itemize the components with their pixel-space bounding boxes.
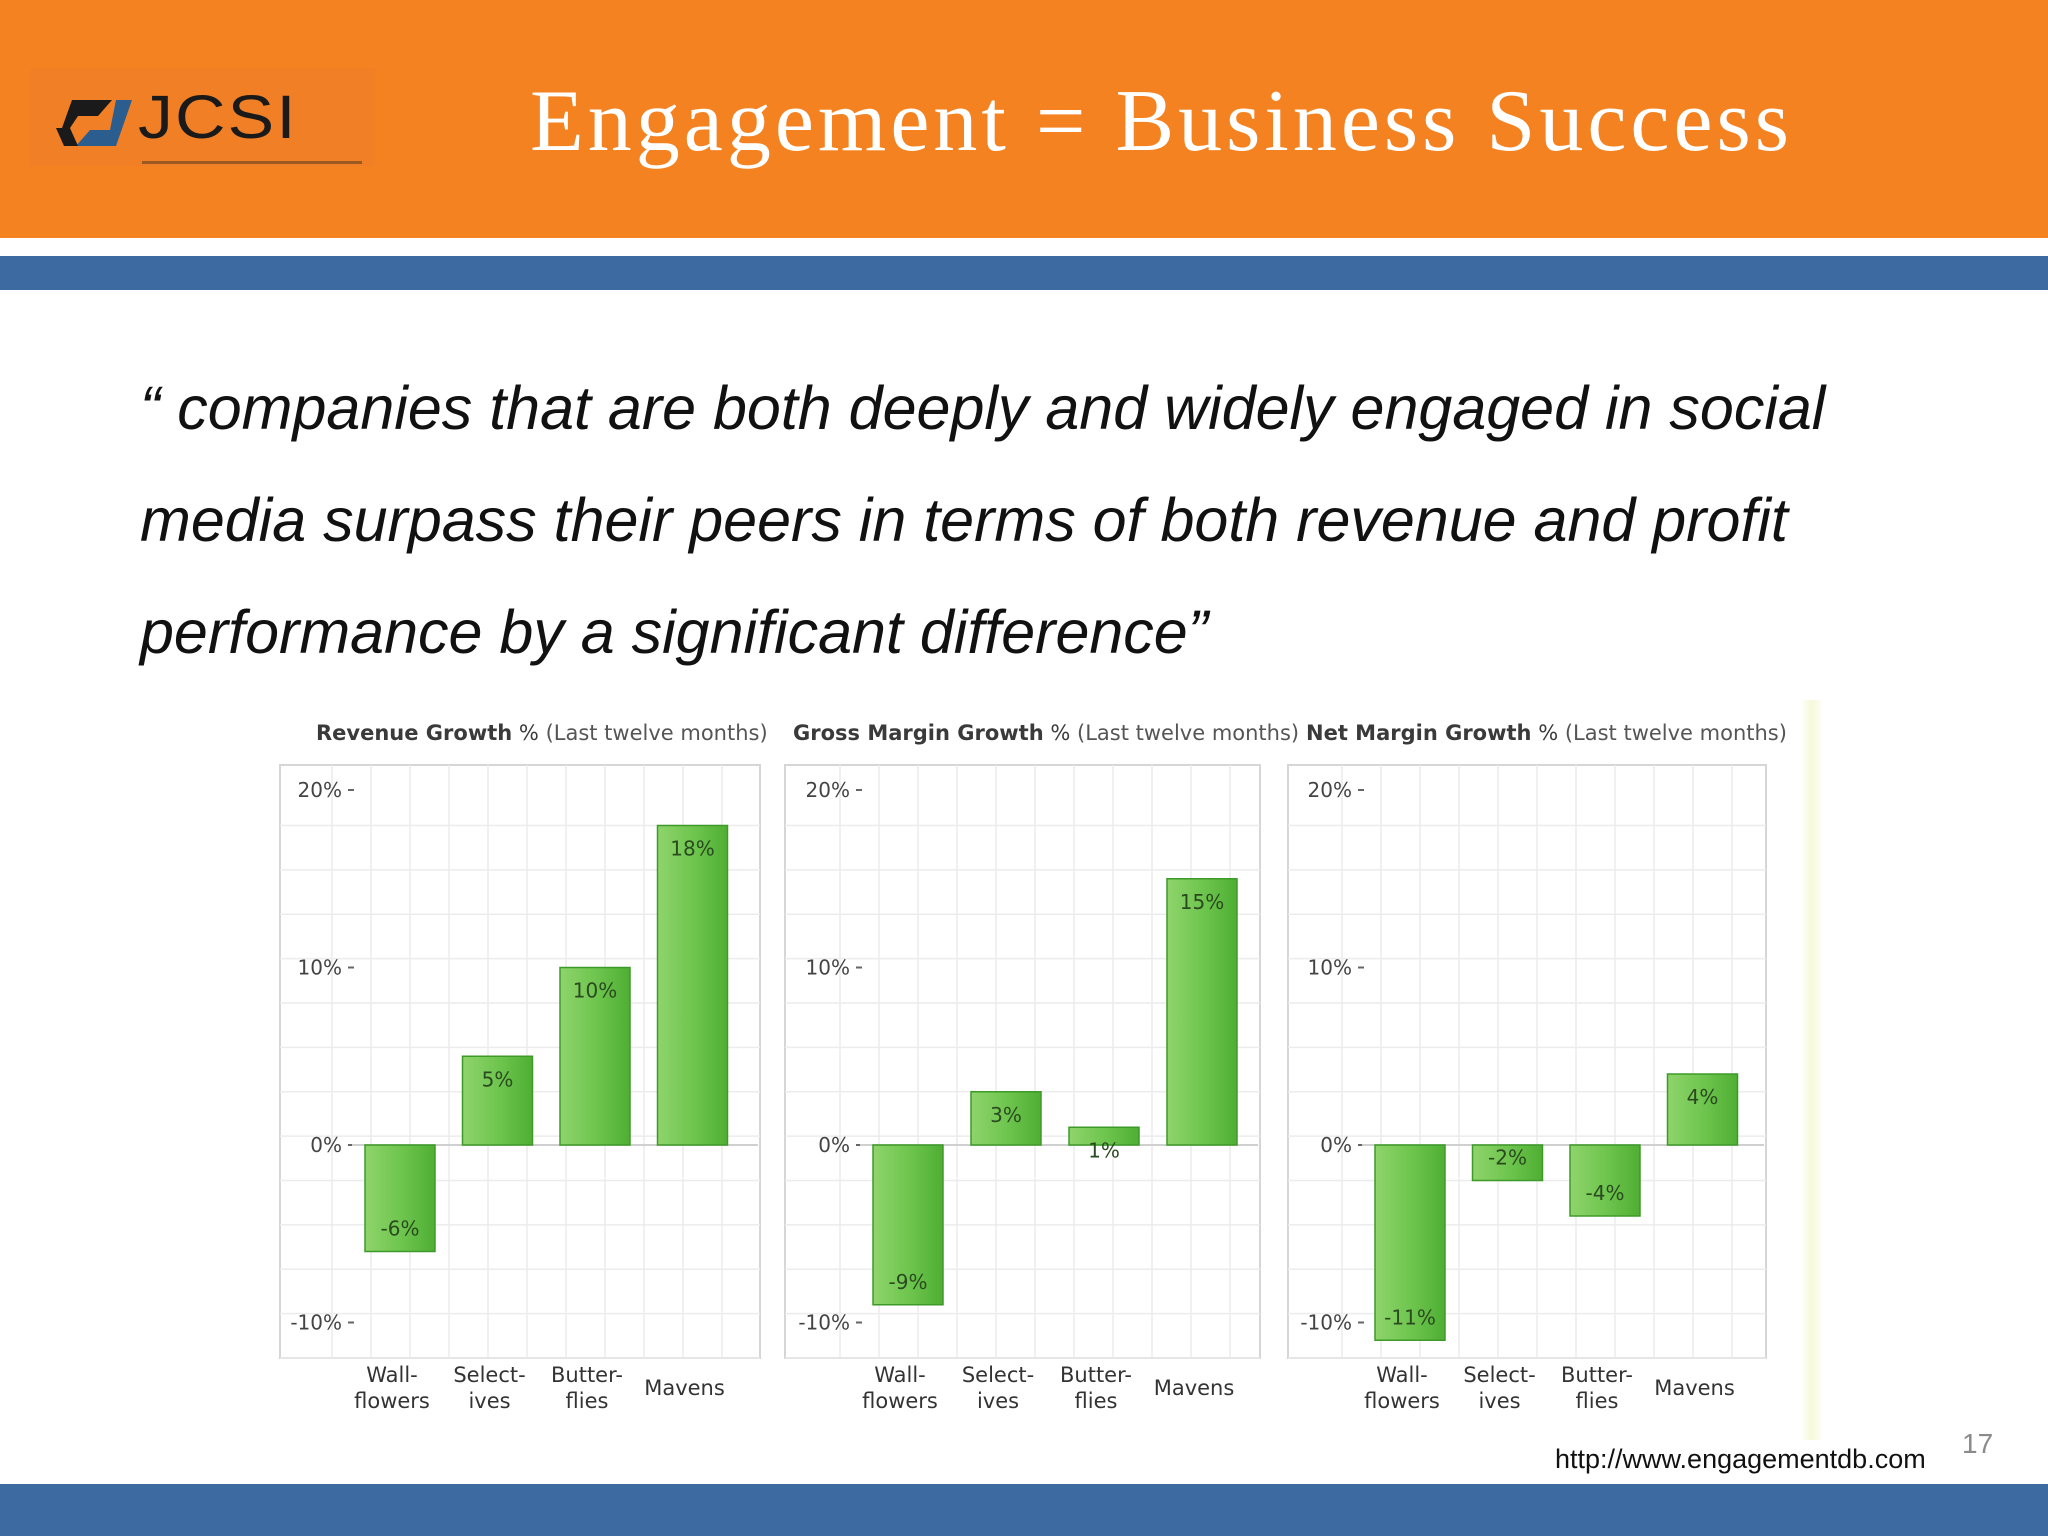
bar-value-label: 3%: [990, 1103, 1022, 1127]
category-label: flies: [1075, 1389, 1118, 1413]
category-label: Wall-: [1376, 1363, 1428, 1387]
category-label: ives: [977, 1389, 1019, 1413]
y-tick-label: 0%: [818, 1133, 850, 1157]
bar: [872, 1144, 944, 1306]
chart-title-span: (Last twelve months): [1077, 721, 1300, 745]
category-label: ives: [468, 1389, 510, 1413]
slide-header: JCSI Engagement = Business Success: [0, 0, 2048, 238]
bar-value-label: -6%: [381, 1217, 420, 1241]
y-tick-label: 20%: [806, 778, 850, 802]
chart-title-pct: %: [1050, 721, 1071, 745]
bar: [1068, 1126, 1140, 1146]
category-label: Wall-: [874, 1363, 926, 1387]
jcsi-logo-icon: [56, 100, 132, 146]
chart-title-pct: %: [1538, 721, 1559, 745]
bar: [656, 824, 729, 1146]
y-tick-label: 20%: [298, 778, 342, 802]
quote-line-1: “ companies that are both deeply and wid…: [140, 374, 1826, 442]
bar: [1471, 1144, 1544, 1182]
logo-text: JCSI: [138, 82, 298, 152]
chart-title-pct: %: [518, 721, 539, 745]
divider-band-bottom: [0, 1484, 2048, 1536]
source-link[interactable]: http://www.engagementdb.com: [1555, 1444, 1926, 1474]
bar-value-label: 1%: [1088, 1138, 1120, 1162]
quote-line-3: performance by a significant difference”: [140, 598, 1209, 666]
category-label: flies: [566, 1389, 609, 1413]
slide-title: Engagement = Business Success: [530, 73, 1794, 170]
category-label: Select-: [1463, 1363, 1535, 1387]
chart-plot-frame: [1287, 764, 1767, 1359]
chart-title-bold: Gross Margin Growth: [793, 721, 1044, 745]
y-tick-label: 10%: [298, 956, 342, 980]
y-tick-label: 0%: [1320, 1133, 1352, 1157]
category-label: Mavens: [644, 1376, 725, 1400]
category-label: ives: [1478, 1389, 1520, 1413]
bar-value-label: 4%: [1687, 1085, 1719, 1109]
bar: [1374, 1144, 1446, 1341]
bar-value-label: 5%: [482, 1067, 514, 1091]
logo: JCSI: [30, 68, 375, 166]
category-label: Select-: [453, 1363, 525, 1387]
y-tick-label: 0%: [310, 1133, 342, 1157]
y-tick-label: -10%: [290, 1311, 342, 1335]
quote-text: “ companies that are both deeply and wid…: [140, 352, 1940, 688]
y-tick-label: 20%: [1308, 778, 1352, 802]
y-tick-label: 10%: [806, 956, 850, 980]
category-label: Butter-: [551, 1363, 623, 1387]
bar-value-label: 18%: [670, 837, 714, 861]
bar: [1166, 878, 1238, 1146]
chart-title-gross-margin: Gross Margin Growth % (Last twelve month…: [793, 721, 1299, 745]
chart-title-net-margin: Net Margin Growth % (Last twelve months): [1306, 721, 1787, 745]
category-label: Mavens: [1654, 1376, 1735, 1400]
bar: [970, 1091, 1042, 1146]
y-tick-label: -10%: [1300, 1311, 1352, 1335]
category-label: Wall-: [366, 1363, 418, 1387]
category-label: Select-: [962, 1363, 1034, 1387]
chart-title-bold: Net Margin Growth: [1306, 721, 1532, 745]
bar-value-label: -2%: [1488, 1146, 1527, 1170]
category-label: Butter-: [1060, 1363, 1132, 1387]
quote-line-2: media surpass their peers in terms of bo…: [140, 486, 1788, 554]
page-number: 17: [1962, 1428, 1994, 1459]
bar: [1666, 1073, 1739, 1146]
divider-band-top: [0, 256, 2048, 290]
bar-value-label: 15%: [1180, 890, 1224, 914]
bar: [559, 966, 631, 1146]
chart-title-revenue: Revenue Growth % (Last twelve months): [316, 721, 768, 745]
category-label: flies: [1576, 1389, 1619, 1413]
bar-value-label: -4%: [1586, 1181, 1625, 1205]
chart-title-span: (Last twelve months): [545, 721, 768, 745]
bar-value-label: -11%: [1384, 1305, 1436, 1329]
y-tick-label: -10%: [798, 1311, 850, 1335]
y-tick-label: 10%: [1308, 956, 1352, 980]
bar-value-label: 10%: [573, 979, 617, 1003]
bar: [364, 1144, 436, 1253]
chart-title-span: (Last twelve months): [1564, 721, 1787, 745]
category-label: flowers: [862, 1389, 938, 1413]
bar: [461, 1055, 534, 1146]
category-label: Butter-: [1561, 1363, 1633, 1387]
decorative-glow: [1800, 700, 1824, 1440]
category-label: Mavens: [1154, 1376, 1235, 1400]
logo-tagline: [142, 161, 362, 164]
chart-title-bold: Revenue Growth: [316, 721, 513, 745]
bar: [1569, 1144, 1641, 1217]
category-label: flowers: [1364, 1389, 1440, 1413]
category-label: flowers: [354, 1389, 430, 1413]
bar-value-label: -9%: [889, 1270, 928, 1294]
